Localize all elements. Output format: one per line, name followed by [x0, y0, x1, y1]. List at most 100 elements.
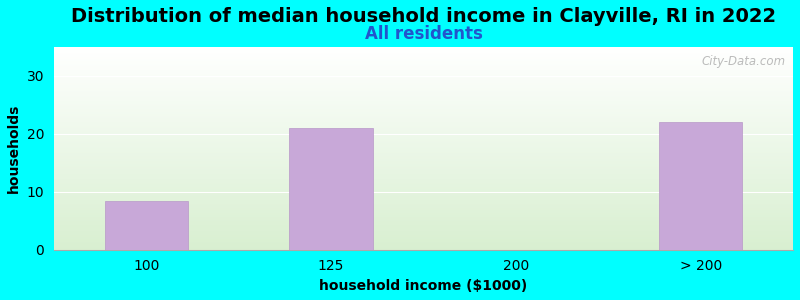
X-axis label: household income ($1000): household income ($1000) — [319, 279, 527, 293]
Bar — [54, 105, 793, 106]
Bar — [54, 249, 793, 250]
Bar — [54, 109, 793, 110]
Bar — [54, 128, 793, 129]
Bar — [54, 165, 793, 166]
Bar — [54, 69, 793, 70]
Bar — [54, 160, 793, 161]
Bar — [54, 178, 793, 179]
Bar — [54, 197, 793, 198]
Bar — [54, 68, 793, 69]
Bar — [54, 114, 793, 115]
Bar — [54, 209, 793, 210]
Bar — [54, 121, 793, 122]
Bar — [54, 70, 793, 71]
Bar — [54, 118, 793, 119]
Bar — [54, 218, 793, 219]
Bar — [54, 120, 793, 121]
Bar — [54, 203, 793, 204]
Bar — [54, 53, 793, 54]
Bar — [54, 170, 793, 171]
Bar — [54, 150, 793, 152]
Bar — [54, 184, 793, 185]
Bar — [54, 183, 793, 184]
Bar — [54, 222, 793, 224]
Bar — [54, 49, 793, 50]
Bar — [54, 187, 793, 188]
Bar — [54, 193, 793, 194]
Bar — [54, 116, 793, 117]
Bar — [54, 173, 793, 174]
Bar — [54, 82, 793, 83]
Bar — [54, 140, 793, 141]
Bar — [54, 246, 793, 247]
Bar — [54, 190, 793, 191]
Bar — [54, 230, 793, 232]
Bar — [54, 207, 793, 208]
Bar — [54, 77, 793, 78]
Bar — [54, 167, 793, 168]
Bar — [54, 74, 793, 75]
Bar — [54, 244, 793, 245]
Bar — [54, 73, 793, 74]
Bar — [54, 219, 793, 220]
Bar — [54, 236, 793, 237]
Bar — [54, 86, 793, 88]
Bar — [54, 161, 793, 163]
Bar — [54, 54, 793, 55]
Bar — [54, 198, 793, 199]
Bar — [54, 143, 793, 144]
Bar — [54, 229, 793, 230]
Bar — [54, 96, 793, 97]
Bar — [54, 50, 793, 51]
Bar — [54, 88, 793, 89]
Bar — [54, 100, 793, 101]
Bar — [54, 160, 793, 161]
Bar — [54, 196, 793, 197]
Bar — [54, 181, 793, 182]
Bar — [54, 108, 793, 109]
Bar — [54, 202, 793, 203]
Bar — [54, 215, 793, 216]
Bar — [54, 101, 793, 102]
Bar — [54, 67, 793, 68]
Bar — [54, 217, 793, 218]
Bar — [54, 125, 793, 126]
Bar — [54, 107, 793, 108]
Bar — [54, 226, 793, 227]
Bar — [54, 212, 793, 213]
Bar — [54, 135, 793, 136]
Bar — [54, 64, 793, 65]
Bar — [54, 146, 793, 147]
Bar — [54, 85, 793, 86]
Bar — [54, 210, 793, 211]
Bar — [54, 83, 793, 85]
Bar — [54, 133, 793, 134]
Bar — [54, 124, 793, 125]
Bar — [54, 134, 793, 135]
Bar — [54, 205, 793, 206]
Bar — [54, 141, 793, 142]
Bar — [54, 171, 793, 172]
Bar — [54, 132, 793, 133]
Bar — [54, 58, 793, 59]
Bar — [54, 102, 793, 103]
Bar — [54, 129, 793, 130]
Bar — [54, 224, 793, 225]
Bar — [54, 172, 793, 173]
Bar — [54, 174, 793, 175]
Bar — [54, 89, 793, 91]
Bar — [54, 65, 793, 66]
Bar — [54, 94, 793, 96]
Bar — [54, 119, 793, 120]
Bar — [54, 51, 793, 52]
Bar — [54, 185, 793, 186]
Bar — [54, 110, 793, 111]
Bar — [105, 200, 188, 250]
Bar — [54, 93, 793, 94]
Bar — [290, 128, 373, 250]
Bar — [54, 63, 793, 64]
Bar — [54, 241, 793, 242]
Bar — [54, 103, 793, 104]
Bar — [54, 206, 793, 207]
Bar — [54, 175, 793, 176]
